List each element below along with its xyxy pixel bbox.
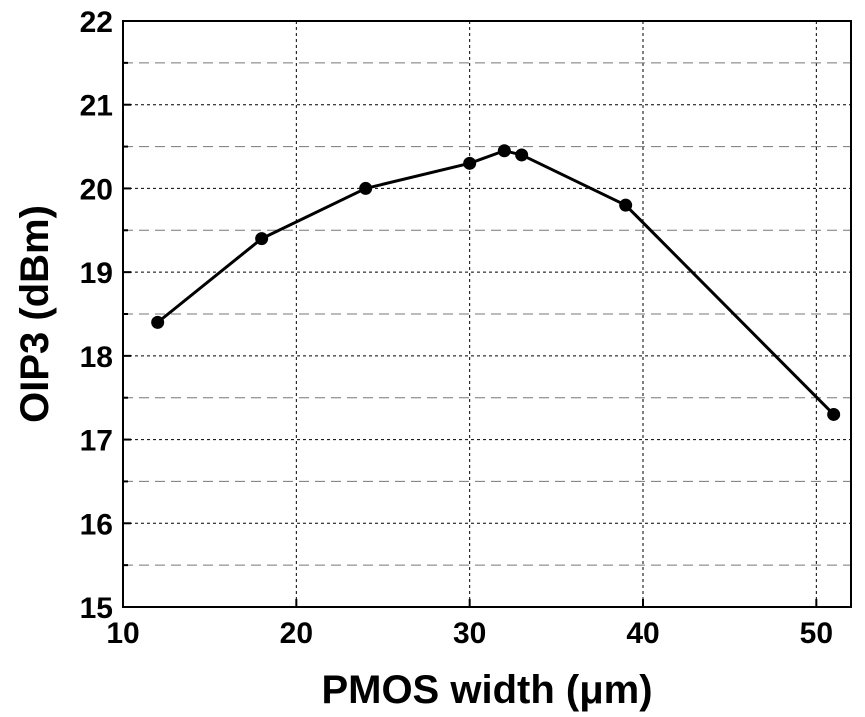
data-point	[497, 144, 511, 158]
x-tick-label: 50	[800, 617, 833, 650]
plot-frame	[122, 20, 852, 608]
y-axis-title: OIP3 (dBm)	[13, 205, 57, 423]
data-point	[515, 148, 529, 162]
x-axis-title: PMOS width (μm)	[321, 668, 652, 712]
data-series	[151, 144, 841, 421]
series-line	[156, 149, 835, 416]
axis-ticks	[122, 20, 818, 608]
data-point	[151, 315, 165, 329]
y-tick-label: 21	[80, 90, 113, 123]
data-point	[827, 407, 841, 421]
data-point	[619, 198, 633, 212]
data-point	[255, 232, 269, 246]
y-tick-label: 17	[80, 425, 113, 458]
data-point	[359, 181, 373, 195]
x-tick-label: 30	[453, 617, 486, 650]
tick-labels: 10 20 30 40 50 15 16 17 18 19 20 21 22	[80, 6, 833, 650]
y-tick-label: 22	[80, 6, 113, 39]
x-tick-label: 40	[626, 617, 659, 650]
y-tick-label: 18	[80, 341, 113, 374]
data-point	[463, 156, 477, 170]
y-tick-label: 19	[80, 257, 113, 290]
y-tick-label: 20	[80, 173, 113, 206]
y-tick-label: 15	[80, 592, 113, 625]
x-tick-label: 10	[106, 617, 139, 650]
grid-lines	[123, 21, 851, 607]
x-tick-label: 20	[280, 617, 313, 650]
y-tick-label: 16	[80, 508, 113, 541]
